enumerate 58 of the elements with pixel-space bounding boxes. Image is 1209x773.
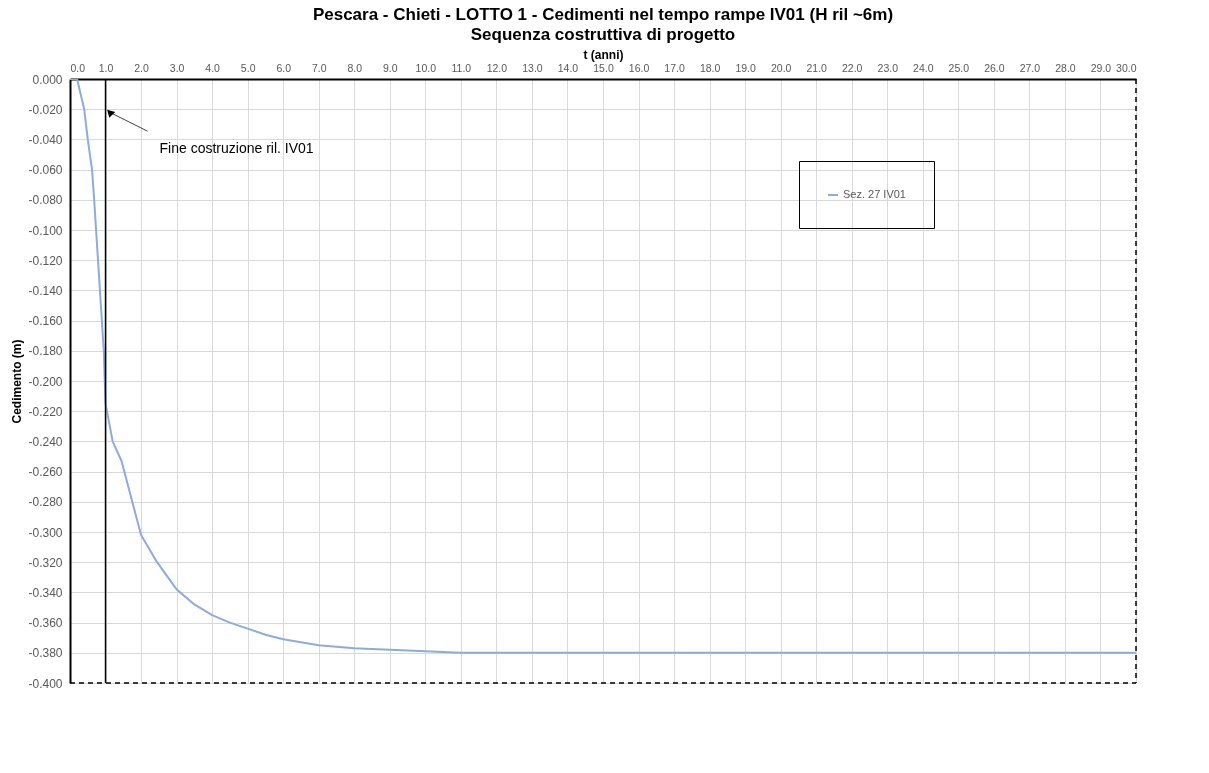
y-tick-label: -0.080 [28,193,63,208]
y-tick-label: -0.300 [28,525,63,540]
chart-subtitle: Sequenza costruttiva di progetto [470,25,736,44]
x-tick-label: 14.0 [557,61,579,74]
chart-title: Pescara - Chieti - LOTTO 1 - Cedimenti nel tempo rampe IV01 (H ril ~6m) [312,5,894,24]
y-tick-label: -0.400 [28,676,63,691]
y-tick-label: -0.120 [28,253,63,268]
y-tick-label: -0.360 [28,616,63,631]
y-tick-label: -0.160 [28,314,63,329]
x-tick-label: 15.0 [593,61,614,74]
y-tick-label: -0.020 [28,102,63,117]
y-tick-label: -0.260 [28,465,63,480]
y-tick-label: -0.200 [28,374,63,389]
x-tick-label: 29.0 [1090,61,1112,74]
x-tick-label: 26.0 [984,61,1005,74]
y-tick-label: 0.000 [32,72,63,87]
x-tick-label: 28.0 [1055,61,1076,74]
x-tick-label: 30.0 [1116,61,1137,74]
x-tick-label: 6.0 [276,61,292,74]
y-tick-label: -0.340 [28,585,63,600]
x-tick-label: 3.0 [169,61,185,74]
x-tick-label: 0.0 [70,61,86,74]
x-tick-label: 18.0 [699,61,721,74]
y-tick-label: -0.280 [28,495,63,510]
x-tick-label: 19.0 [735,61,757,74]
x-tick-label: 8.0 [347,61,363,74]
y-tick-label: -0.220 [28,404,63,419]
legend-label: Sez. 27 IV01 [843,188,906,200]
y-tick-label: -0.320 [28,555,63,570]
x-tick-label: 1.0 [98,61,114,74]
x-tick-label: 9.0 [383,61,398,74]
x-tick-label: 20.0 [770,61,792,74]
x-tick-label: 11.0 [451,61,472,74]
x-tick-label: 27.0 [1019,61,1041,74]
x-tick-label: 25.0 [948,61,970,74]
y-tick-label: -0.140 [28,283,63,298]
x-tick-label: 12.0 [486,61,508,74]
y-axis-title: Cedimento (m) [10,339,25,424]
x-tick-label: 17.0 [664,61,685,74]
x-axis-title: t (anni) [583,47,624,62]
x-tick-label: 5.0 [240,61,256,74]
y-tick-label: -0.240 [28,434,63,449]
x-tick-label: 10.0 [415,61,437,74]
y-tick-label: -0.060 [28,163,63,178]
x-tick-label: 24.0 [913,61,934,74]
x-tick-label: 23.0 [877,61,899,74]
annotation: Fine costruzione ril. IV01 [159,140,314,157]
x-tick-label: 13.0 [522,61,543,74]
x-tick-label: 4.0 [205,61,221,74]
x-tick-label: 16.0 [628,61,650,74]
x-tick-label: 21.0 [806,61,828,74]
x-tick-label: 22.0 [842,61,863,74]
y-tick-label: -0.180 [28,344,63,359]
y-tick-label: -0.100 [28,223,63,238]
x-tick-label: 2.0 [134,61,150,74]
y-tick-label: -0.040 [28,132,63,147]
y-tick-label: -0.380 [28,646,63,661]
x-tick-label: 7.0 [311,61,327,74]
